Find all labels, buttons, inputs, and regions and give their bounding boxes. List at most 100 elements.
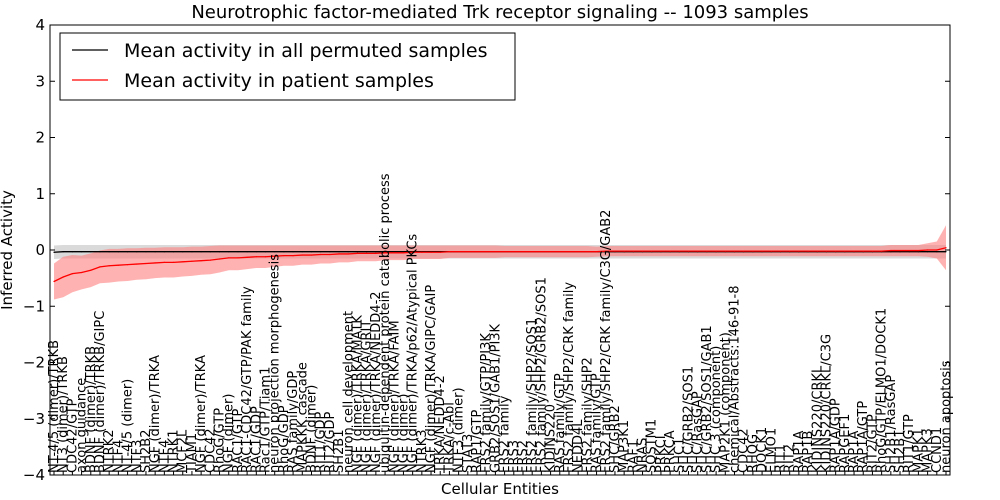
patient-mean-line-point bbox=[384, 252, 386, 254]
patient-mean-line-point bbox=[660, 250, 662, 252]
x-tick-label: TIAM1 bbox=[185, 433, 200, 474]
patient-mean-line-point bbox=[733, 250, 736, 252]
x-tick-label: RAF1 bbox=[626, 440, 641, 473]
patient-mean-line-point bbox=[338, 253, 340, 255]
permuted-mean-line-point bbox=[255, 251, 257, 253]
permuted-mean-line-point bbox=[71, 251, 73, 253]
permuted-mean-line-point bbox=[90, 251, 92, 253]
y-tick-label: −1 bbox=[23, 297, 45, 315]
permuted-mean-line-point bbox=[53, 251, 55, 253]
patient-mean-line-point bbox=[117, 264, 119, 266]
y-tick-label: 1 bbox=[35, 185, 45, 203]
x-tick-label: RAPGEF1 bbox=[838, 414, 853, 473]
patient-mean-line-point bbox=[779, 250, 782, 252]
patient-mean-line-point bbox=[421, 251, 423, 253]
x-tick-label: BDNF (dimer)/TRKB bbox=[84, 346, 99, 473]
x-tick-label: RAP1B bbox=[801, 431, 816, 473]
permuted-mean-line-point bbox=[163, 251, 165, 253]
patient-mean-line-point bbox=[559, 251, 561, 253]
x-tick-label: NTF4 bbox=[157, 440, 172, 473]
y-tick-label: 0 bbox=[35, 241, 45, 259]
patient-mean-line-point bbox=[825, 250, 828, 252]
x-tick-label: NTRK2 bbox=[102, 430, 117, 474]
x-tick-label: NTF4 bbox=[111, 440, 126, 473]
x-tick-label: FRS2 family/SHP2/CRK family bbox=[562, 282, 577, 473]
x-tick-label: neuron apoptosis bbox=[939, 360, 954, 473]
permuted-mean-line-point bbox=[218, 251, 221, 253]
y-tick-label: −4 bbox=[23, 466, 45, 484]
patient-mean-line-point bbox=[292, 255, 294, 257]
permuted-mean-line-point bbox=[320, 251, 322, 253]
legend: Mean activity in all permuted samples Me… bbox=[59, 32, 516, 101]
permuted-mean-line-point bbox=[172, 251, 175, 253]
x-tick-label: RIT2/GDP bbox=[323, 411, 338, 473]
permuted-mean-line-point bbox=[890, 251, 892, 253]
x-tick-label: SQSTM1 bbox=[645, 419, 660, 473]
patient-mean-line-point bbox=[485, 251, 487, 253]
permuted-mean-line-point bbox=[927, 251, 929, 253]
patient-mean-line-point bbox=[53, 280, 55, 283]
patient-mean-line-point bbox=[568, 251, 570, 253]
y-tick-label: 4 bbox=[35, 16, 45, 34]
patient-mean-line-point bbox=[504, 251, 506, 253]
patient-mean-line-point bbox=[678, 250, 680, 252]
patient-mean-line-point bbox=[209, 259, 211, 261]
patient-mean-line-point bbox=[329, 253, 331, 256]
patient-mean-line-point bbox=[862, 250, 864, 252]
patient-mean-line-point bbox=[136, 263, 138, 265]
x-tick-label: TRKA/NEDD4-2 bbox=[433, 375, 448, 474]
x-tick-label: neuron cell development bbox=[341, 311, 356, 473]
x-tick-label: RAS family/GTP bbox=[553, 373, 568, 473]
patient-mean-line-point bbox=[623, 250, 625, 252]
x-tick-label: RAC1/GDP bbox=[249, 406, 264, 473]
x-tick-label: RAC1/GTP bbox=[231, 409, 246, 473]
x-tick-label: Rac1/GTP/Tiam1 bbox=[259, 367, 274, 473]
patient-mean-line-point bbox=[375, 252, 377, 254]
permuted-mean-line-point bbox=[237, 251, 239, 253]
patient-mean-line-point bbox=[264, 256, 267, 258]
patient-mean-line-point bbox=[614, 250, 616, 252]
permuted-mean-line-point bbox=[200, 251, 202, 253]
permuted-mean-line-point bbox=[126, 251, 129, 253]
y-axis: −4 −3 −2 −1 0 1 2 3 4 bbox=[23, 16, 950, 484]
patient-mean-line-point bbox=[651, 250, 653, 252]
x-tick-label: KIDINS220/CRKL/C3G bbox=[819, 334, 834, 473]
legend-label-patient: Mean activity in patient samples bbox=[124, 70, 434, 92]
x-tick-label: PRKCI bbox=[654, 435, 669, 473]
patient-mean-line-point bbox=[871, 250, 874, 252]
x-tick-label: NGF (dimer)/TRKA bbox=[194, 355, 209, 473]
confidence-bands bbox=[54, 225, 946, 300]
patient-mean-line-point bbox=[467, 251, 469, 253]
x-tick-label: NGF (dimer)/TRKA/p62/Atypical PKCs bbox=[406, 234, 421, 473]
patient-mean-line-point bbox=[255, 256, 257, 258]
permuted-mean-line-point bbox=[228, 251, 230, 253]
x-tick-label: FRS2 family/SHP2/GRB2/SOS1 bbox=[534, 277, 549, 473]
patient-mean-line-point bbox=[798, 250, 800, 252]
x-tick-label: RAP1/GTP bbox=[470, 410, 485, 473]
patient-mean-line-point bbox=[347, 253, 349, 255]
permuted-mean-line-point bbox=[899, 251, 901, 253]
permuted-mean-line-point bbox=[191, 251, 193, 253]
x-tick-label: BDNF (dimer)/TRKB/GIPC bbox=[93, 311, 108, 473]
permuted-mean-line-point bbox=[310, 251, 313, 253]
patient-mean-line-point bbox=[246, 256, 248, 258]
x-tick-label: SH2B2 bbox=[139, 430, 154, 474]
x-tick-label: ubiquitin-dependent protein catabolic pr… bbox=[378, 173, 393, 473]
patient-mean-line-point bbox=[641, 250, 644, 252]
permuted-mean-line-point bbox=[264, 251, 267, 253]
patient-mean-line-point bbox=[80, 271, 83, 274]
x-tick-label: TRKA/c-Abl bbox=[442, 402, 457, 474]
x-tick-label: FRS2 bbox=[516, 440, 531, 473]
patient-mean-line-point bbox=[71, 273, 73, 275]
x-tick-label: RAP1A/GTP bbox=[856, 401, 871, 473]
x-tick-label: FRS2 family/SHP2/SOS1 bbox=[525, 318, 540, 473]
patient-mean-line-point bbox=[927, 249, 929, 251]
patient-mean-line-point bbox=[439, 251, 441, 253]
x-tick-label: SHC 3 (component) bbox=[709, 346, 724, 473]
x-tick-label: NTF3 bbox=[130, 440, 145, 473]
patient-mean-line-point bbox=[899, 249, 901, 252]
x-tick-label: NGF (dimer)/TRKA bbox=[148, 355, 163, 473]
patient-mean-line-point bbox=[458, 251, 460, 253]
x-tick-label: NGF (dimer) bbox=[222, 394, 237, 473]
patient-mean-line-point bbox=[393, 252, 395, 254]
